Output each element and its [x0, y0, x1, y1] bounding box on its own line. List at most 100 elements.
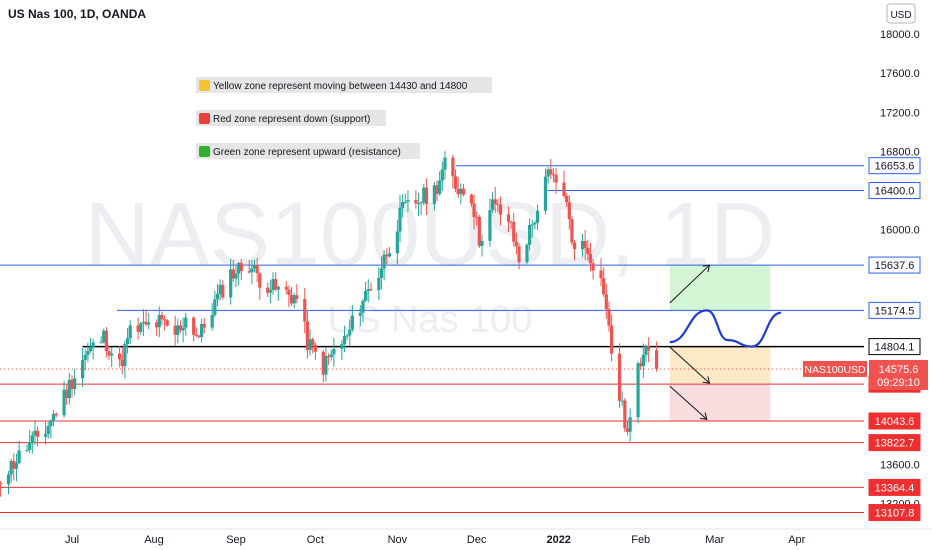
candle-body [192, 317, 196, 335]
price-badge-label: 15174.5 [875, 305, 915, 317]
annotation-item[interactable]: Yellow zone represent moving between 144… [196, 77, 492, 93]
candle-body [86, 351, 90, 356]
candle-body [30, 435, 34, 443]
candle-body [498, 204, 503, 215]
candle-body [580, 240, 585, 250]
candle-body [162, 319, 167, 321]
candle-body [551, 174, 556, 176]
currency-button[interactable]: USD [886, 3, 916, 24]
candle-body [28, 442, 32, 450]
candle-body [176, 325, 180, 335]
candle-body [255, 264, 259, 274]
candle-body [345, 335, 349, 337]
candle-body [583, 240, 587, 248]
candle-body [326, 356, 331, 358]
price-axis[interactable]: 13200.013600.016000.016800.017200.017600… [880, 29, 920, 511]
candle-body [276, 286, 280, 290]
candle-body [271, 279, 275, 291]
time-tick-label: Oct [307, 534, 324, 546]
candle-body [570, 219, 574, 243]
candle-body [432, 185, 436, 204]
candle-body [218, 284, 222, 294]
candle-body [358, 312, 362, 316]
candle-body [350, 315, 354, 330]
candle-body [636, 363, 640, 418]
candle-body [99, 342, 103, 344]
candle-body [588, 253, 593, 264]
candle-body [125, 338, 130, 344]
candle-body [565, 196, 569, 203]
annotation-item[interactable]: Red zone represent down (support) [196, 110, 386, 126]
candle-body [155, 322, 159, 328]
candle-body [554, 174, 558, 183]
annotation-item[interactable]: Green zone represent upward (resistance) [196, 143, 420, 159]
candle-body [266, 287, 270, 293]
candle-body [213, 299, 217, 315]
candle-body [549, 169, 553, 175]
candle-body [258, 273, 262, 288]
candle-body [414, 200, 418, 204]
annotation-background [196, 110, 386, 126]
candle-body [303, 298, 307, 322]
time-axis[interactable]: Jul Aug Sep Oct Nov Dec 2022 Feb Mar Apr [65, 534, 806, 546]
price-lines-layer [0, 165, 864, 514]
candle-body [250, 268, 254, 273]
candle-body [493, 199, 497, 205]
candle-body [329, 354, 333, 358]
candle-body [0, 483, 3, 485]
candle-body [104, 330, 108, 352]
candle-body [274, 279, 278, 290]
price-badge [868, 504, 921, 522]
candle-body [607, 309, 611, 326]
price-tick-label: 17600.0 [880, 68, 920, 80]
price-badge [868, 412, 921, 430]
candle-body [586, 247, 590, 254]
candle-body [419, 202, 423, 204]
candle-body [525, 244, 529, 263]
candle-body [33, 430, 37, 436]
candle-body [398, 207, 402, 232]
price-badge-label: 14804.1 [875, 342, 915, 354]
candle-body [215, 293, 220, 300]
candle-body [490, 199, 495, 211]
price-badge [868, 338, 921, 356]
candle-body [340, 344, 344, 349]
time-tick-label: Sep [226, 534, 246, 546]
candle-body [512, 221, 516, 242]
price-badge-label: 16400.0 [875, 186, 915, 198]
symbol-badge [803, 360, 867, 377]
candle-body [496, 204, 500, 206]
candle-body [221, 284, 225, 298]
trend-arrow [669, 385, 707, 419]
price-badge [868, 301, 921, 319]
candle-body [459, 188, 463, 195]
candle-body [287, 289, 291, 295]
trend-arrow [669, 265, 710, 304]
price-tick-label: 17200.0 [880, 107, 920, 119]
candle-body [475, 216, 479, 218]
candle-body [118, 353, 122, 360]
price-badge-label: 14043.6 [875, 416, 915, 428]
price-badge-label: 13822.7 [875, 438, 915, 450]
candle-body [237, 263, 241, 274]
candle-body [9, 460, 13, 475]
candle-body [197, 335, 201, 338]
candle-body [252, 264, 257, 269]
candle-body [533, 222, 537, 225]
candle-body [361, 300, 365, 313]
candle-body [139, 323, 143, 332]
candle-body [202, 324, 206, 328]
projection-wave [669, 309, 782, 348]
price-tick-label: 18000.0 [880, 29, 920, 41]
price-badge-label: 13107.8 [875, 508, 915, 520]
price-badge [868, 256, 921, 274]
candle-body [530, 224, 534, 226]
candle-body [43, 434, 48, 437]
candle-body [591, 263, 595, 271]
candle-body [295, 295, 299, 299]
candle-body [416, 203, 421, 205]
candle-body [6, 474, 11, 485]
candle-body [173, 325, 177, 335]
candle-body [165, 320, 169, 326]
